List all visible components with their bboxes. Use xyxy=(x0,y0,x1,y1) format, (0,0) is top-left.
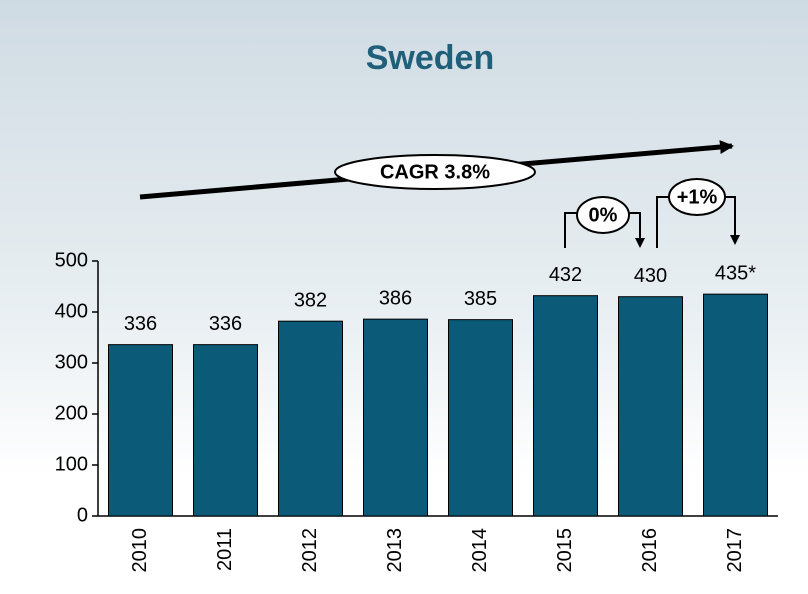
value-label: 382 xyxy=(294,289,327,311)
x-tick-label: 2012 xyxy=(299,528,321,573)
value-label: 336 xyxy=(124,313,157,335)
x-tick-label: 2016 xyxy=(639,528,661,573)
x-tick-label: 2013 xyxy=(384,528,406,573)
x-tick-label: 2015 xyxy=(554,528,576,573)
y-tick-label: 500 xyxy=(55,249,88,271)
value-label: 336 xyxy=(209,313,242,335)
bar xyxy=(193,344,258,517)
x-tick-label: 2014 xyxy=(469,528,491,573)
annotation-bubble xyxy=(334,154,536,190)
chart-title: Sweden xyxy=(366,39,494,77)
annotation-bubble xyxy=(576,196,630,234)
y-tick-label: 300 xyxy=(55,351,88,373)
bar xyxy=(618,296,683,517)
y-tick-label: 400 xyxy=(55,300,88,322)
x-tick-label: 2011 xyxy=(214,528,236,571)
value-label: 430 xyxy=(634,265,667,287)
bar xyxy=(703,293,768,517)
value-label: 385 xyxy=(464,288,497,310)
x-tick-label: 2010 xyxy=(129,528,151,573)
bar xyxy=(363,318,428,517)
bar xyxy=(278,320,343,517)
value-label: 386 xyxy=(379,287,412,309)
bar xyxy=(448,319,513,517)
x-tick-label: 2017 xyxy=(724,528,746,573)
annotation: CAGR 3.8% xyxy=(380,161,490,183)
bar xyxy=(533,295,598,517)
value-label: 435* xyxy=(715,262,756,284)
annotation-bubble xyxy=(668,178,726,216)
y-tick-label: 100 xyxy=(55,453,88,475)
value-label: 432 xyxy=(549,264,582,286)
y-tick-label: 200 xyxy=(55,402,88,424)
bar xyxy=(108,344,173,517)
annotation: 0% xyxy=(589,204,618,226)
y-tick-label: 0 xyxy=(77,504,88,526)
annotation: +1% xyxy=(677,186,718,208)
